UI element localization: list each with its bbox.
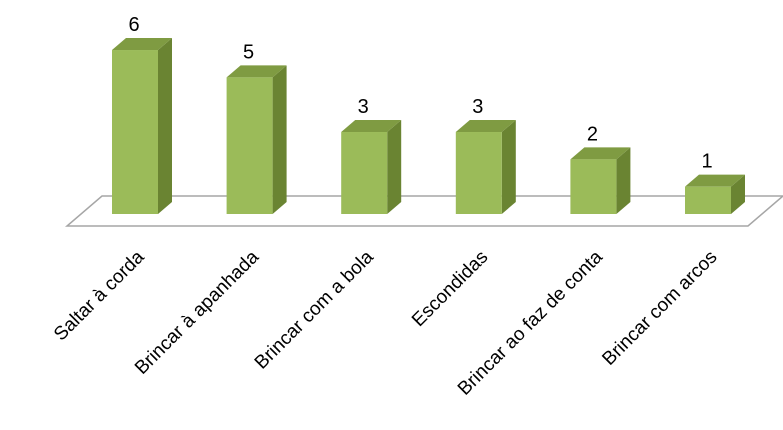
- bar-side-face: [158, 38, 172, 214]
- data-label: 5: [243, 41, 254, 63]
- category-label: Escondidas: [408, 247, 492, 331]
- data-label: 6: [128, 14, 139, 36]
- category-label: Brincar com a bola: [251, 246, 378, 373]
- bar-front-face: [112, 50, 158, 214]
- bar-top-face: [112, 38, 172, 51]
- chart-floor: [64, 195, 783, 227]
- value-labels-group: 6 5 3 3 2 1: [128, 14, 712, 173]
- bar-side-face: [731, 174, 745, 214]
- bar: [341, 120, 402, 214]
- bar: [226, 65, 287, 214]
- category-label: Brincar à apanhada: [131, 246, 263, 378]
- bar: [685, 174, 745, 214]
- bar-top-face: [226, 65, 287, 78]
- bar-front-face: [341, 132, 388, 214]
- bar-front-face: [226, 77, 273, 214]
- bar-front-face: [570, 159, 617, 214]
- bar-side-face: [616, 147, 631, 214]
- data-label: 1: [701, 151, 712, 173]
- bar-top-face: [455, 120, 516, 133]
- bar-top-face: [570, 147, 631, 160]
- bars-group: [112, 38, 745, 214]
- bar-side-face: [501, 120, 516, 214]
- bar-side-face: [272, 65, 287, 214]
- data-label: 2: [587, 123, 598, 145]
- bar: [570, 147, 631, 214]
- bar-top-face: [341, 120, 402, 133]
- bar-side-face: [387, 120, 402, 214]
- bar-front-face: [455, 132, 502, 214]
- data-label: 3: [358, 96, 369, 118]
- bar: [455, 120, 516, 214]
- bar: [112, 38, 172, 214]
- category-label: Saltar à corda: [50, 246, 149, 345]
- category-label: Brincar com arcos: [598, 247, 721, 370]
- bar-front-face: [685, 186, 731, 214]
- data-label: 3: [472, 96, 483, 118]
- bar-top-face: [685, 174, 745, 187]
